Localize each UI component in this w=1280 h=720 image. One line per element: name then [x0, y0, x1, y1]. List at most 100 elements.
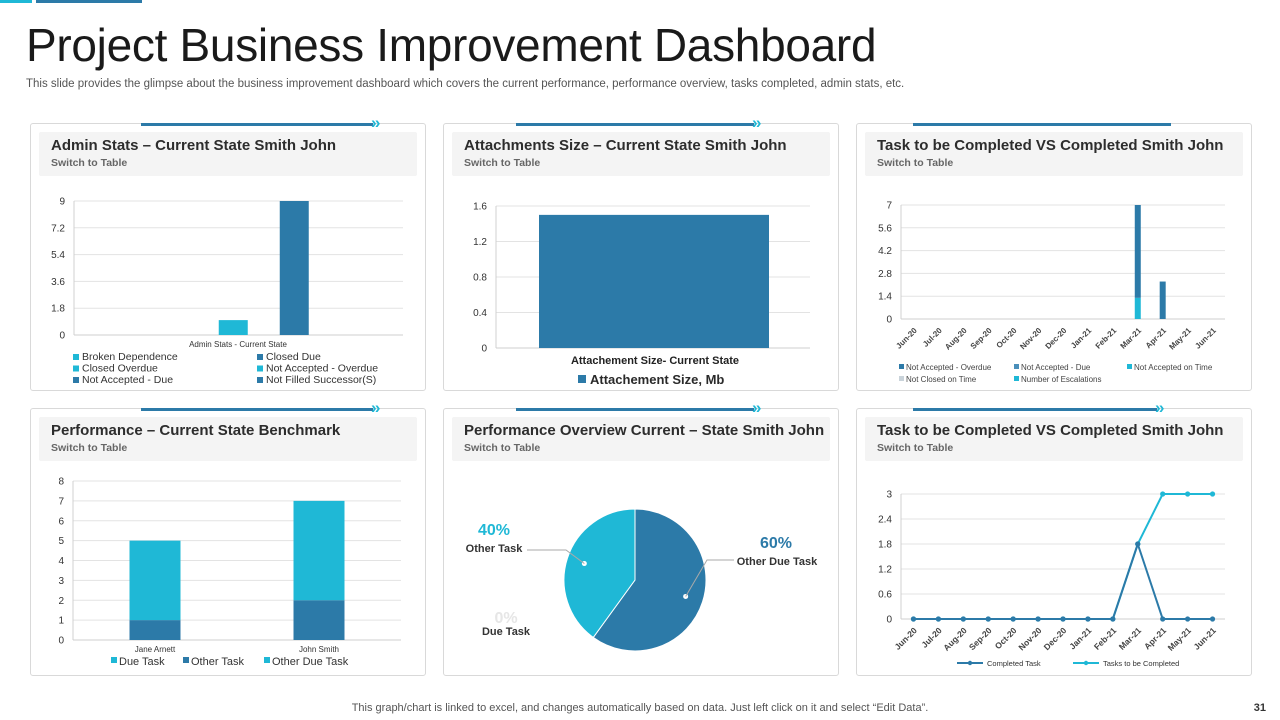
legend-label: Attachement Size, Mb [590, 372, 724, 387]
pie-slice [563, 508, 636, 639]
chevron-right-icon: » [371, 398, 381, 417]
panel-accent [913, 117, 1175, 131]
data-point [1010, 616, 1016, 622]
legend-swatch [1014, 376, 1019, 381]
legend-label: Number of Escalations [1021, 375, 1101, 384]
legend-label: Closed Due [266, 351, 321, 363]
y-tick-label: 0 [59, 331, 65, 342]
performance-overview-pie: 60% Other Due Task 40% Other Task 0%Due Task [466, 508, 818, 652]
y-tick-label: 5.4 [51, 250, 65, 261]
x-tick-label: May-21 [1166, 625, 1194, 653]
legend-swatch [264, 657, 270, 663]
legend-label: Closed Overdue [82, 363, 158, 375]
legend-marker [967, 660, 973, 666]
bar-segment [1159, 281, 1166, 319]
y-tick-label: 2 [58, 596, 64, 607]
data-point [935, 616, 941, 622]
y-tick-label: 7 [886, 201, 892, 212]
panel-accent: » [141, 113, 391, 132]
y-tick-label: 9 [59, 197, 65, 208]
panel-header: Admin Stats – Current State Smith John S… [39, 132, 417, 176]
chevron-right-icon: » [752, 113, 762, 132]
legend-marker [1083, 660, 1089, 666]
bar-segment [293, 600, 345, 640]
pie-percent-label: 60% [760, 535, 792, 552]
legend-swatch [73, 354, 79, 360]
y-tick-label: 1 [58, 616, 64, 627]
switch-to-table-link[interactable]: Switch to Table [464, 442, 541, 454]
legend-label: Completed Task [987, 659, 1041, 668]
attachments-size-chart: 0 0.4 0.8 1.2 1.6 Attachement Size- Current S… [473, 202, 810, 387]
performance-benchmark-chart: 0 1 2 3 4 5 6 7 8 Jane Arnett John Smith Due Task Ot… [58, 477, 401, 668]
y-tick-label: 1.6 [473, 202, 487, 213]
legend-swatch [578, 375, 586, 383]
x-tick-label: Apr-21 [1144, 326, 1169, 351]
top-accent-bar-dark [36, 0, 142, 3]
panel-performance-benchmark: » Performance – Current State Benchmark … [30, 399, 426, 676]
panel-title: Attachments Size – Current State Smith J… [464, 137, 787, 154]
y-tick-label: 0.6 [878, 590, 892, 601]
x-category-label: Jane Arnett [135, 645, 176, 654]
panel-attachments-size: » Attachments Size – Current State Smith… [443, 114, 839, 391]
y-tick-label: 1.2 [473, 237, 487, 248]
admin-stats-chart: 0 1.8 3.6 5.4 7.2 9 Admin Stats - Current Stat… [51, 197, 403, 386]
x-tick-label: Jan-21 [1069, 326, 1094, 351]
y-tick-label: 0 [481, 344, 487, 355]
x-tick-label: Nov-20 [1016, 625, 1043, 652]
data-point [1209, 616, 1216, 622]
x-category-label: John Smith [299, 645, 339, 654]
switch-to-table-link[interactable]: Switch to Table [51, 442, 128, 454]
y-tick-label: 4 [58, 556, 64, 567]
x-tick-label: Jul-20 [921, 326, 944, 349]
panel-header: Task to be Completed VS Completed Smith … [865, 132, 1243, 176]
y-tick-label: 7.2 [51, 223, 65, 234]
x-tick-label: Sep-20 [969, 326, 994, 351]
data-point [1060, 616, 1066, 622]
pie-category-label: Other Due Task [737, 556, 818, 568]
panel-title: Task to be Completed VS Completed Smith … [877, 137, 1224, 154]
data-point [910, 616, 917, 622]
y-tick-label: 7 [58, 496, 64, 507]
y-tick-label: 1.2 [878, 565, 892, 576]
data-point [1185, 491, 1191, 497]
legend-label: Not Accepted on Time [1134, 363, 1213, 372]
legend-swatch [899, 364, 904, 369]
data-point [960, 616, 966, 622]
panel-header: Attachments Size – Current State Smith J… [452, 132, 830, 176]
switch-to-table-link[interactable]: Switch to Table [51, 157, 128, 169]
legend-label: Other Task [191, 656, 244, 668]
bar-segment [1134, 205, 1141, 298]
data-point [1209, 491, 1216, 497]
data-point [1035, 616, 1041, 622]
x-tick-label: May-21 [1167, 326, 1193, 352]
bar-segment [1134, 297, 1141, 319]
bar [279, 201, 309, 335]
leader-line [527, 549, 585, 564]
chevron-right-icon: » [1155, 398, 1165, 417]
switch-to-table-link[interactable]: Switch to Table [877, 157, 954, 169]
legend-swatch [1014, 364, 1019, 369]
y-tick-label: 8 [58, 477, 64, 488]
legend-swatch [257, 377, 263, 383]
legend-label: Not Accepted - Due [1021, 363, 1091, 372]
series-line [913, 493, 1213, 620]
x-tick-label: Mar-21 [1119, 326, 1144, 351]
switch-to-table-link[interactable]: Switch to Table [464, 157, 541, 169]
y-tick-label: 1.8 [878, 540, 892, 551]
switch-to-table-link[interactable]: Switch to Table [877, 442, 954, 454]
y-tick-label: 5.6 [878, 223, 892, 234]
panel-accent: » [913, 398, 1175, 417]
y-tick-label: 1.8 [51, 304, 65, 315]
legend-label: Not Accepted - Overdue [266, 363, 378, 375]
panel-title: Task to be Completed VS Completed Smith … [877, 422, 1224, 439]
y-tick-label: 6 [58, 516, 64, 527]
x-tick-label: Oct-20 [995, 326, 1019, 350]
chevron-right-icon: » [371, 113, 381, 132]
x-tick-label: Nov-20 [1018, 326, 1044, 352]
x-tick-label: Sep-20 [967, 625, 994, 652]
panel-accent: » [141, 398, 391, 417]
y-tick-label: 3.6 [51, 277, 65, 288]
y-tick-label: 3 [58, 576, 64, 587]
legend-label: Other Due Task [272, 656, 349, 668]
